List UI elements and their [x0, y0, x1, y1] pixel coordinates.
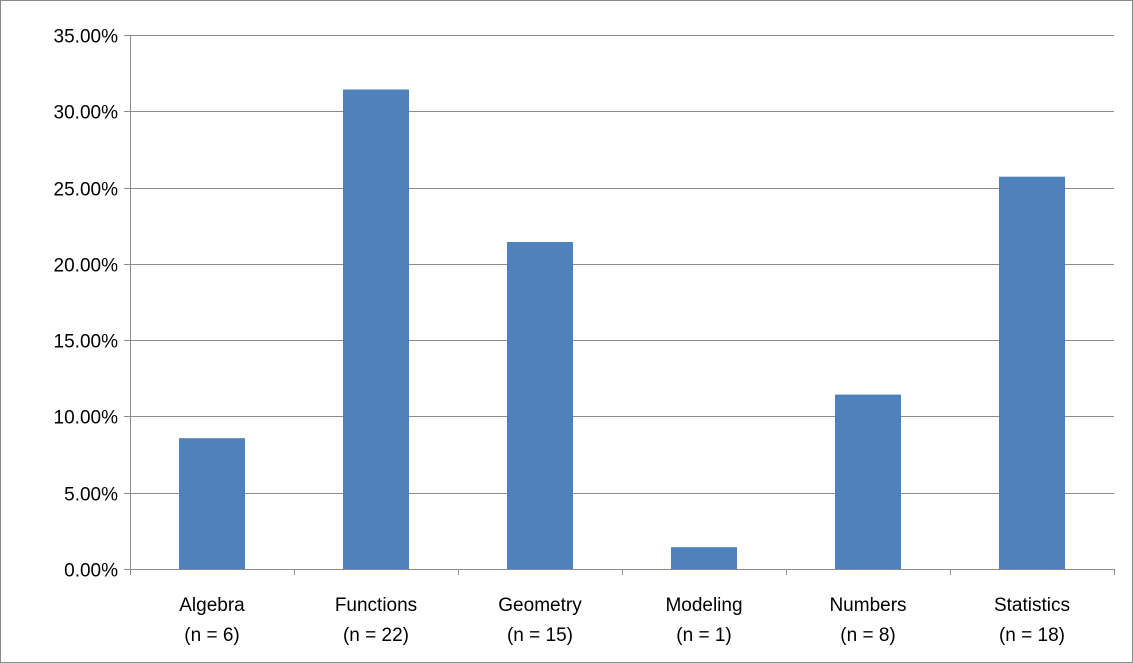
bar-algebra [179, 438, 245, 569]
y-tick-labels: 0.00% 5.00% 10.00% 15.00% 20.00% 25.00% 30.00%… [54, 27, 119, 582]
y-tick-label: 10.00% [54, 408, 119, 429]
y-tick-label: 0.00% [64, 561, 118, 582]
x-category-count: (n = 15) [507, 625, 573, 646]
y-tick-label: 30.00% [54, 103, 119, 124]
x-category-label: Functions [335, 595, 417, 616]
bars [179, 89, 1065, 569]
y-tick-label: 15.00% [54, 332, 119, 353]
y-tick-label: 5.00% [64, 485, 118, 506]
bar-statistics [999, 176, 1065, 569]
bar-numbers [835, 394, 901, 569]
bar-geometry [507, 242, 573, 569]
x-category-label: Algebra [179, 595, 245, 616]
x-category-label: Geometry [498, 595, 582, 616]
gridlines [130, 35, 1114, 494]
axes [124, 35, 1115, 575]
x-category-label: Numbers [829, 595, 906, 616]
y-tick-label: 20.00% [54, 256, 119, 277]
x-category-count: (n = 22) [343, 625, 409, 646]
y-tick-label: 35.00% [54, 27, 119, 48]
x-category-count: (n = 1) [676, 625, 731, 646]
bar-functions [343, 89, 409, 569]
x-category-count: (n = 18) [999, 625, 1065, 646]
bar-modeling [671, 547, 737, 569]
x-tick-labels: Algebra (n = 6) Functions (n = 22) Geometry (… [179, 595, 1070, 646]
x-category-label: Modeling [665, 595, 742, 616]
x-category-count: (n = 8) [840, 625, 895, 646]
x-category-count: (n = 6) [184, 625, 239, 646]
y-tick-label: 25.00% [54, 180, 119, 201]
x-category-label: Statistics [994, 595, 1070, 616]
